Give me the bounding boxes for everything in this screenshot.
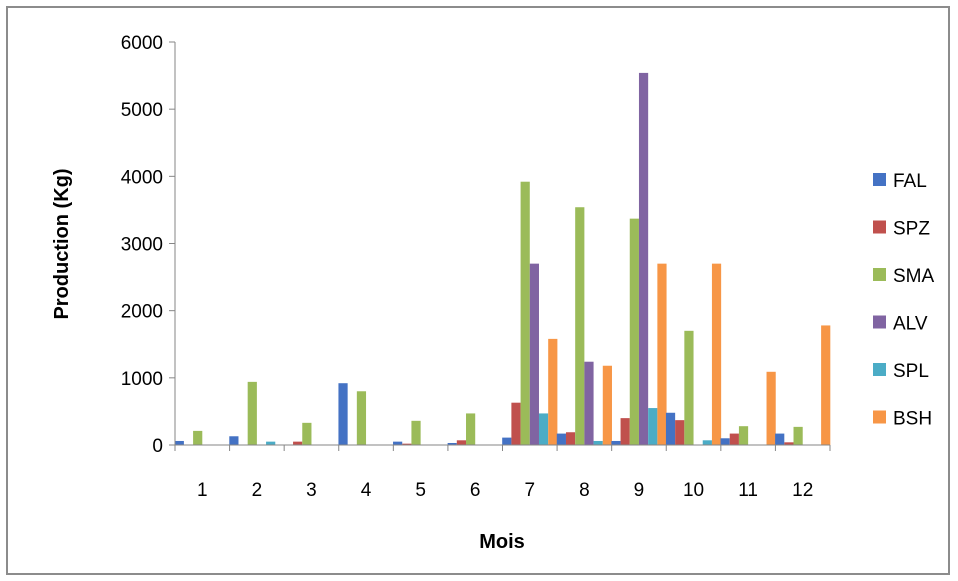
bar-spl-10 <box>702 440 712 445</box>
bar-fal-9 <box>611 440 621 445</box>
legend-label-spz: SPZ <box>893 219 930 240</box>
y-tick-label: 4000 <box>121 167 163 188</box>
bar-fal-12 <box>775 433 785 445</box>
bar-bsh-12 <box>821 325 831 445</box>
legend: FAL SPZ SMA ALV SPL BSH <box>873 171 935 430</box>
y-tick-label: 6000 <box>121 33 163 54</box>
x-tick-label: 10 <box>683 480 704 501</box>
bar-bsh-7 <box>548 338 558 445</box>
bar-sma-2 <box>247 381 257 445</box>
bar-spz-7 <box>511 402 521 445</box>
x-tick-label: 6 <box>470 480 481 501</box>
axes <box>174 42 830 446</box>
bar-spz-11 <box>729 433 739 445</box>
y-tick-label: 2000 <box>121 302 163 323</box>
bar-fal-6 <box>447 442 457 445</box>
legend-swatch-alv <box>873 315 886 329</box>
bar-bsh-11 <box>766 371 776 445</box>
bar-alv-7 <box>529 263 539 445</box>
y-tick-label: 3000 <box>121 235 163 256</box>
legend-swatch-spl <box>873 363 886 376</box>
legend-label-bsh: BSH <box>893 409 932 430</box>
legend-label-sma: SMA <box>893 266 935 287</box>
y-axis-title: Production (Kg) <box>51 168 73 319</box>
bar-spz-5 <box>402 443 412 445</box>
bar-alv-9 <box>638 72 649 446</box>
bar-spz-10 <box>675 420 685 445</box>
bar-sma-3 <box>302 422 312 445</box>
bar-sma-12 <box>793 426 803 445</box>
y-tick-label: 5000 <box>121 100 163 121</box>
bar-bsh-8 <box>602 365 612 445</box>
legend-label-spl: SPL <box>893 361 929 382</box>
bar-spz-6 <box>456 440 467 445</box>
bar-sma-5 <box>411 420 421 445</box>
x-tick-label: 12 <box>792 480 813 501</box>
bar-fal-4 <box>338 383 348 445</box>
bar-sma-11 <box>738 426 749 445</box>
x-tick-label: 5 <box>415 480 426 501</box>
bar-fal-8 <box>556 433 566 445</box>
x-tick-label: 3 <box>306 480 317 501</box>
bar-sma-8 <box>575 207 585 445</box>
bar-spl-7 <box>538 413 549 445</box>
chart-frame <box>6 6 950 575</box>
bar-spl-8 <box>593 440 603 445</box>
bar-fal-11 <box>720 438 730 445</box>
y-tick-label: 1000 <box>121 369 163 390</box>
bar-fal-2 <box>229 436 239 445</box>
bar-sma-1 <box>193 430 203 445</box>
bar-fal-1 <box>174 440 184 445</box>
x-tick-label: 11 <box>738 480 758 501</box>
bar-spz-9 <box>620 418 630 445</box>
bar-spz-12 <box>784 442 794 445</box>
legend-swatch-fal <box>873 173 886 186</box>
bar-spz-8 <box>565 432 576 445</box>
x-tick-label: 8 <box>579 480 590 501</box>
y-axis-ticks: 0 1000 2000 3000 4000 5000 6000 <box>121 33 175 457</box>
legend-swatch-sma <box>873 268 886 281</box>
x-tick-label: 9 <box>634 480 645 501</box>
x-tick-label: 1 <box>197 480 208 501</box>
bar-spl-9 <box>648 408 658 445</box>
bar-spl-2 <box>266 441 276 445</box>
bar-fal-7 <box>502 437 512 445</box>
bar-sma-4 <box>356 391 367 445</box>
bar-fal-5 <box>393 441 403 445</box>
bar-sma-9 <box>629 218 639 445</box>
y-tick-label: 0 <box>152 436 163 457</box>
x-tick-label: 2 <box>252 480 263 501</box>
legend-label-fal: FAL <box>893 171 927 192</box>
bar-bsh-9 <box>657 263 667 445</box>
bar-bsh-10 <box>711 263 722 445</box>
legend-label-alv: ALV <box>893 314 928 335</box>
x-tick-label: 7 <box>525 480 536 501</box>
x-axis-title: Mois <box>479 531 525 553</box>
bar-sma-7 <box>520 181 530 445</box>
bar-sma-6 <box>466 413 476 445</box>
x-axis-ticks: 1 2 3 4 5 6 7 8 9 10 11 12 <box>174 445 831 501</box>
bar-alv-8 <box>584 361 594 445</box>
legend-swatch-spz <box>873 220 886 234</box>
legend-swatch-bsh <box>873 410 886 424</box>
x-tick-label: 4 <box>361 480 372 501</box>
bar-sma-10 <box>684 330 694 445</box>
bar-spz-3 <box>293 441 303 445</box>
bars-group <box>174 72 831 446</box>
bar-fal-10 <box>665 412 676 445</box>
